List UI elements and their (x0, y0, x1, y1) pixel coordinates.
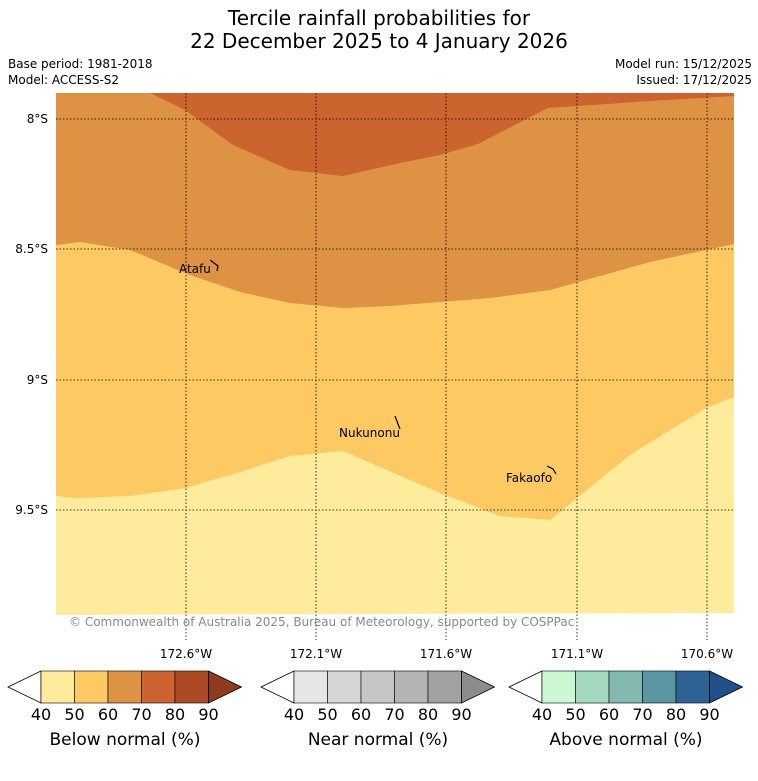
lon-label-170-6w: 170.6°W (681, 647, 733, 661)
lat-label-9s: 9°S (27, 373, 48, 387)
lat-label-9-5s: 9.5°S (15, 503, 48, 517)
colorbar-below-normal: 40 50 60 70 80 90 (7, 670, 243, 724)
colorbar-tick-label: 60 (351, 705, 371, 724)
lon-label-172-1w: 172.1°W (290, 647, 342, 661)
colorbar-segment (40, 670, 75, 704)
colorbar-tick-label: 70 (632, 705, 652, 724)
colorbar-segment (107, 670, 142, 704)
colorbar-tick-label: 60 (599, 705, 619, 724)
colorbar-extend-low (7, 670, 42, 704)
colorbar-segment (174, 670, 209, 704)
colorbar-segment (427, 670, 462, 704)
colorbar-tick-label: 40 (31, 705, 51, 724)
colorbar-below-normal-label: Below normal (%) (49, 730, 201, 750)
colorbar-near-normal: 40 50 60 70 80 90 (260, 670, 496, 724)
colorbar-extend-high (461, 670, 496, 704)
copyright-notice: © Commonwealth of Australia 2025, Bureau… (69, 615, 574, 629)
title-line-2: 22 December 2025 to 4 January 2026 (190, 29, 568, 53)
zone-below-70-80 (150, 93, 734, 176)
place-label-fakaofo: Fakaofo (506, 471, 552, 485)
colorbar-segment (608, 670, 643, 704)
lon-label-172-6w: 172.6°W (160, 647, 212, 661)
colorbar-segment (394, 670, 429, 704)
colorbar-tick-label: 70 (131, 705, 151, 724)
colorbar-segment (541, 670, 576, 704)
title-line-1: Tercile rainfall probabilities for (227, 6, 531, 30)
colorbar-segment (141, 670, 176, 704)
colorbar-above-normal: 40 50 60 70 80 90 (508, 670, 744, 724)
colorbar-tick-label: 90 (198, 705, 218, 724)
colorbar-extend-high (208, 670, 243, 704)
colorbar-tick-label: 70 (384, 705, 404, 724)
colorbar-segment (675, 670, 710, 704)
model-run: Model run: 15/12/2025 (614, 57, 752, 71)
colorbar-tick-label: 90 (699, 705, 719, 724)
colorbar-extend-low (508, 670, 543, 704)
colorbar-tick-label: 50 (317, 705, 337, 724)
lat-gridlines (56, 118, 734, 511)
colorbar-extend-high (709, 670, 744, 704)
nukunonu-island-outline (394, 415, 401, 430)
lon-gridlines (185, 93, 708, 640)
colorbar-tick-label: 60 (98, 705, 118, 724)
colorbar-segment (360, 670, 395, 704)
colorbar-segment (575, 670, 610, 704)
colorbar-tick-label: 80 (418, 705, 438, 724)
fakaofo-island-outline (546, 465, 557, 475)
colorbar-above-normal-label: Above normal (%) (549, 730, 703, 750)
colorbar-near-normal-label: Near normal (%) (307, 730, 449, 750)
colorbar-tick-label: 40 (532, 705, 552, 724)
lon-label-171-6w: 171.6°W (420, 647, 472, 661)
colorbar-extend-low (260, 670, 295, 704)
place-label-nukunonu: Nukunonu (339, 426, 400, 440)
place-label-atafu: Atafu (179, 262, 211, 276)
colorbar-tick-label: 80 (165, 705, 185, 724)
model-name: Model: ACCESS-S2 (8, 73, 120, 87)
colorbar-tick-label: 40 (284, 705, 304, 724)
colorbar-tick-label: 50 (64, 705, 84, 724)
atafu-island-outline (209, 259, 219, 272)
zone-below-60-70 (56, 93, 734, 308)
colorbar-tick-label: 90 (451, 705, 471, 724)
base-period: Base period: 1981-2018 (8, 57, 153, 71)
lat-label-8s: 8°S (27, 112, 48, 126)
lon-label-171-1w: 171.1°W (551, 647, 603, 661)
issued-date: Issued: 17/12/2025 (636, 73, 752, 87)
colorbar-segment (74, 670, 109, 704)
colorbar-segment (293, 670, 328, 704)
colorbar-tick-label: 80 (666, 705, 686, 724)
colorbar-segment (642, 670, 677, 704)
colorbar-segment (327, 670, 362, 704)
colorbar-tick-label: 50 (565, 705, 585, 724)
lat-label-8-5s: 8.5°S (15, 242, 48, 256)
